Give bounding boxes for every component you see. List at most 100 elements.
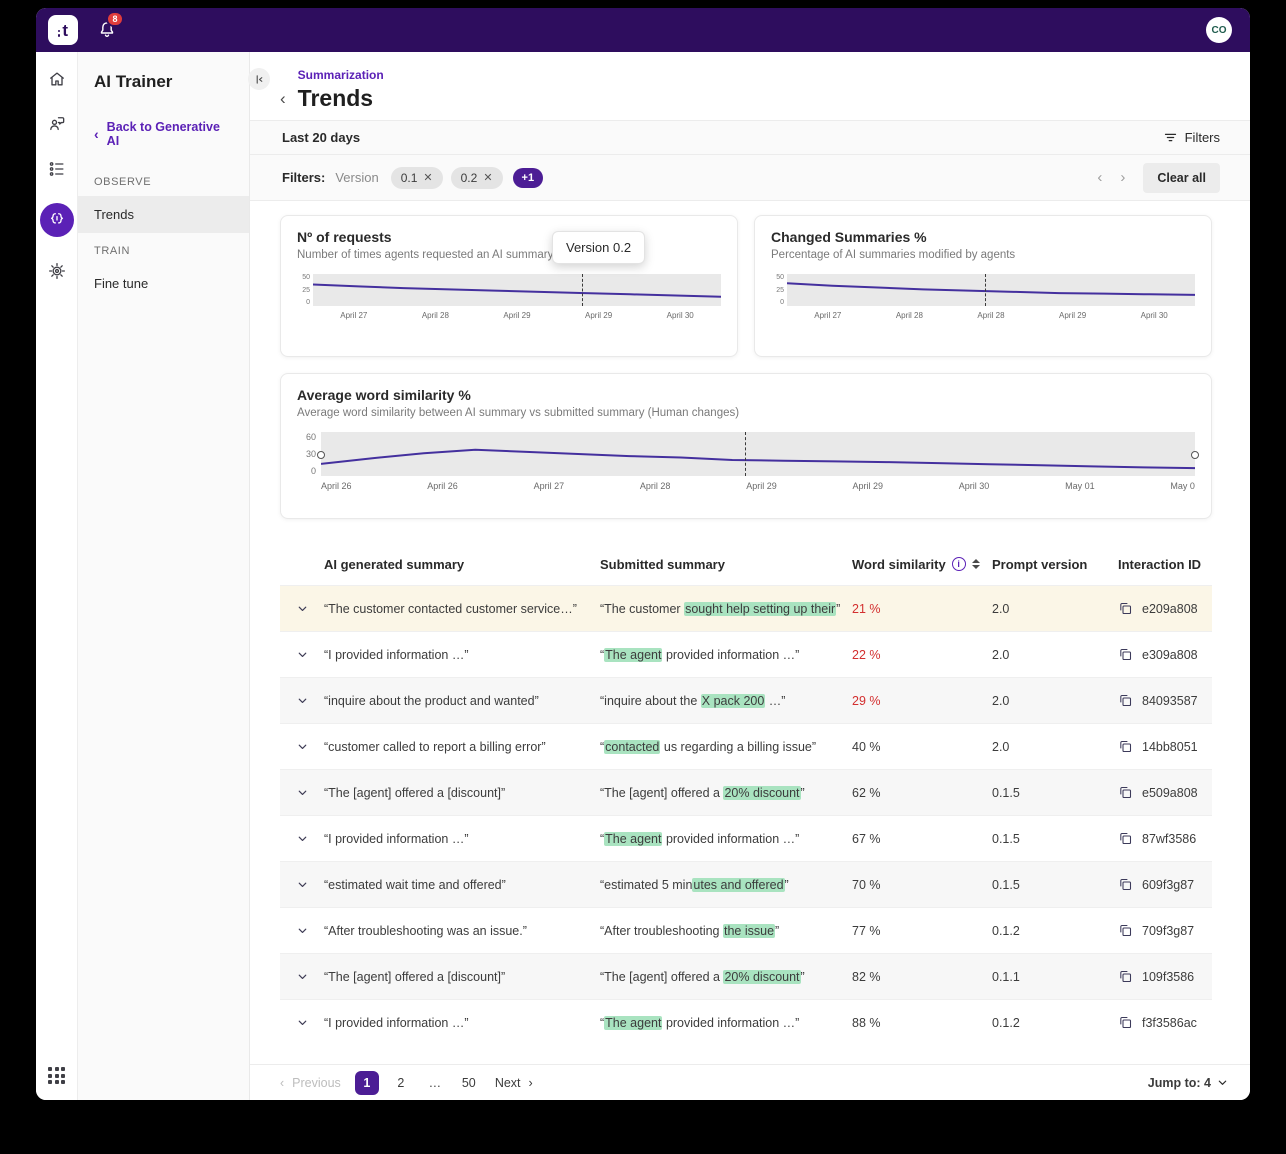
clear-all-button[interactable]: Clear all [1143,163,1220,193]
expand-row-chevron-icon[interactable] [280,970,324,983]
interaction-id-value: e309a808 [1142,648,1198,662]
interaction-id-value: e509a808 [1142,786,1198,800]
filters-prev-chevron[interactable]: ‹ [1097,170,1102,185]
checklist-icon[interactable] [46,158,68,180]
table-row: “The [agent] offered a [discount]”“The [… [280,953,1212,999]
expand-row-chevron-icon[interactable] [280,832,324,845]
expand-row-chevron-icon[interactable] [280,602,324,615]
previous-page-button[interactable]: ‹ Previous [280,1076,341,1090]
sort-icon[interactable] [972,559,980,569]
version-tooltip: Version 0.2 [552,231,645,264]
y-tick-label: 60 [306,432,316,442]
expand-row-chevron-icon[interactable] [280,740,324,753]
diff-highlight: sought help setting up their [684,602,836,616]
support-agent-icon[interactable] [46,113,68,135]
copy-icon[interactable] [1118,647,1133,662]
copy-icon[interactable] [1118,693,1133,708]
page-number-2[interactable]: 2 [389,1071,413,1095]
home-icon[interactable] [46,68,68,90]
col-submitted-summary: Submitted summary [600,557,852,572]
submitted-summary-cell: “The [agent] offered a 20% discount” [600,970,852,984]
prompt-version-cell: 0.1.5 [992,786,1118,800]
ai-trainer-nav-active[interactable] [40,203,74,237]
submitted-summary-cell: “The customer sought help setting up the… [600,602,852,616]
x-tick-label: April 29 [585,311,612,320]
chart-title: Changed Summaries % [771,229,1195,245]
interaction-id-cell: 609f3g87 [1118,877,1212,892]
changed-summaries-line-series [787,283,1195,295]
page-back-chevron[interactable]: ‹ [280,90,286,112]
expand-row-chevron-icon[interactable] [280,924,324,937]
x-axis-labels: April 27April 28April 28April 29April 30 [787,311,1195,320]
filters-button[interactable]: Filters [1163,130,1220,145]
ai-generated-summary-cell: “The [agent] offered a [discount]” [324,970,600,984]
table-row: “customer called to report a billing err… [280,723,1212,769]
next-page-button[interactable]: Next › [495,1076,533,1090]
info-icon[interactable]: i [952,557,966,571]
col-word-similarity: Word similarity [852,557,946,572]
table-row: “The customer contacted customer service… [280,585,1212,631]
expand-row-chevron-icon[interactable] [280,648,324,661]
copy-icon[interactable] [1118,1015,1133,1030]
interaction-id-cell: e509a808 [1118,785,1212,800]
filters-next-chevron[interactable]: › [1120,170,1125,185]
page-number-50[interactable]: 50 [457,1071,481,1095]
filter-chip[interactable]: 0.1 ✕ [391,167,443,189]
y-tick-label: 25 [776,287,784,294]
x-tick-label: April 28 [422,311,449,320]
copy-icon[interactable] [1118,969,1133,984]
collapse-sidebar-button[interactable] [248,68,270,90]
x-axis-labels: April 26April 26April 27April 28April 29… [321,481,1195,491]
more-filters-pill[interactable]: +1 [513,168,544,188]
jump-to-select[interactable]: Jump to: 4 [1148,1076,1228,1090]
sidebar-item-fine-tune[interactable]: Fine tune [78,265,249,302]
chip-remove-icon[interactable]: ✕ [423,171,432,184]
settings-icon[interactable] [46,260,68,282]
chip-label: 0.1 [401,171,418,185]
chip-remove-icon[interactable]: ✕ [483,171,492,184]
filter-chip[interactable]: 0.2✕ [451,167,503,189]
collapse-panel-icon [254,74,265,85]
breadcrumb[interactable]: Summarization [298,68,384,82]
copy-icon[interactable] [1118,601,1133,616]
version-marker-line [985,274,986,306]
changed-summaries-chart-plot[interactable] [787,274,1195,306]
x-tick-label: April 27 [814,311,841,320]
notifications-button[interactable]: 8 [94,17,120,43]
copy-icon[interactable] [1118,785,1133,800]
copy-icon[interactable] [1118,923,1133,938]
copy-icon[interactable] [1118,739,1133,754]
x-tick-label: April 27 [340,311,367,320]
filters-label: Filters: [282,170,325,185]
chart-subtitle: Percentage of AI summaries modified by a… [771,249,1195,261]
small-charts-row: Nº of requests Number of times agents re… [250,201,1250,357]
interaction-id-value: 709f3g87 [1142,924,1194,938]
x-tick-label: April 29 [503,311,530,320]
sidebar-item-trends[interactable]: Trends [78,196,249,233]
page-number-1[interactable]: 1 [355,1071,379,1095]
table-header-row: AI generated summary Submitted summary W… [280,543,1212,585]
copy-icon[interactable] [1118,877,1133,892]
chart-subtitle: Number of times agents requested an AI s… [297,249,721,261]
app-logo[interactable]: t [48,15,78,45]
requests-chart-plot[interactable] [313,274,721,306]
x-axis-labels: April 27April 28April 29April 29April 30 [313,311,721,320]
sidebar-title: AI Trainer [78,66,249,110]
ai-generated-summary-cell: “I provided information …” [324,832,600,846]
expand-row-chevron-icon[interactable] [280,1016,324,1029]
word-similarity-chart-plot[interactable] [321,432,1195,476]
expand-row-chevron-icon[interactable] [280,694,324,707]
interaction-id-cell: e209a808 [1118,601,1212,616]
ai-generated-summary-cell: “The customer contacted customer service… [324,602,600,616]
user-avatar[interactable]: CO [1206,17,1232,43]
expand-row-chevron-icon[interactable] [280,786,324,799]
topbar: t 8 CO [36,8,1250,52]
x-tick-label: April 26 [427,481,458,491]
copy-icon[interactable] [1118,831,1133,846]
back-to-generative-ai-link[interactable]: ‹ Back to Generative AI [78,110,249,164]
apps-grid-icon[interactable] [48,1067,65,1084]
interaction-id-cell: e309a808 [1118,647,1212,662]
ai-generated-summary-cell: “The [agent] offered a [discount]” [324,786,600,800]
requests-chart-card: Nº of requests Number of times agents re… [280,215,738,357]
expand-row-chevron-icon[interactable] [280,878,324,891]
